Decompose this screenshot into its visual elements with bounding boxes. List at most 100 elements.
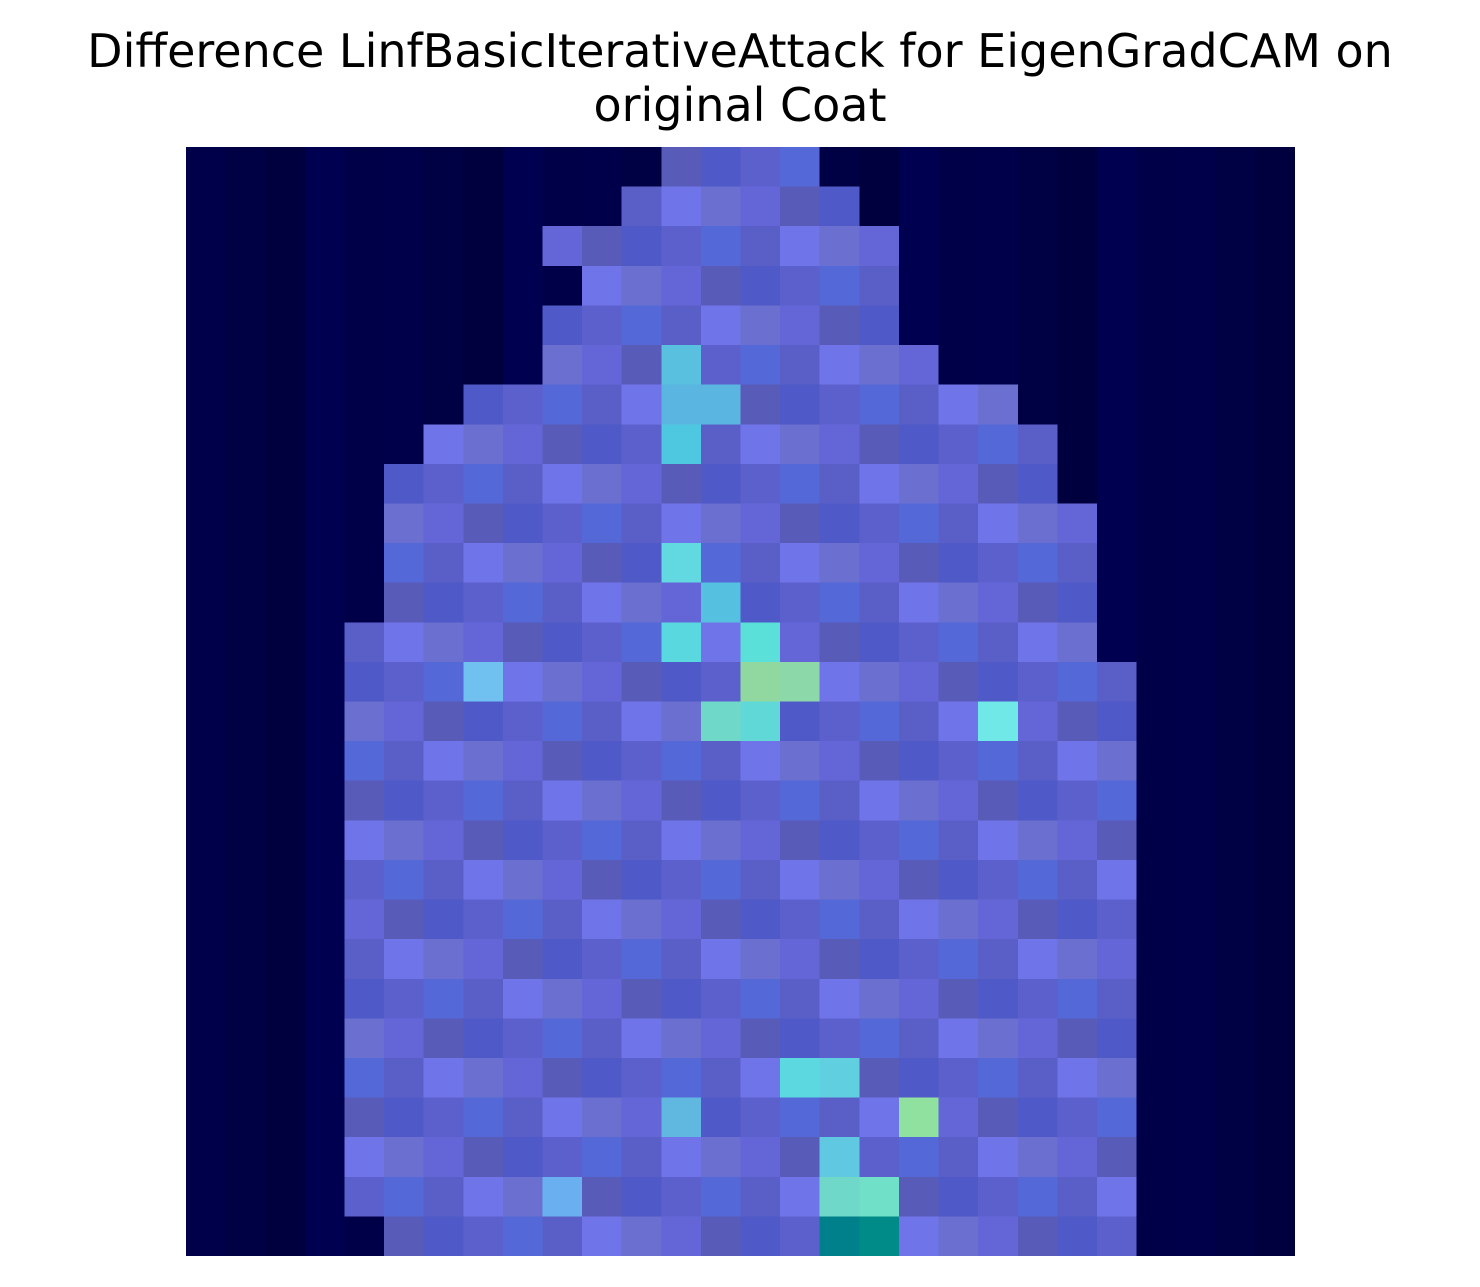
heatmap-cell: [1017, 820, 1059, 861]
heatmap-cell: [780, 1018, 821, 1059]
heatmap-cell: [621, 265, 663, 307]
heatmap-cell: [423, 424, 465, 465]
heatmap-cell: [661, 543, 702, 584]
heatmap-cell: [978, 543, 1019, 584]
heatmap-cell: [542, 1097, 583, 1138]
heatmap-cell: [621, 186, 663, 228]
heatmap-cell: [700, 899, 742, 940]
heatmap-cell: [661, 503, 702, 544]
heatmap-cell: [225, 305, 267, 346]
heatmap-cell: [423, 1176, 465, 1218]
heatmap-cell: [1017, 1216, 1059, 1256]
heatmap-cell: [740, 741, 781, 782]
heatmap-cell: [502, 661, 544, 703]
heatmap-cell: [1176, 424, 1217, 465]
heatmap-cell: [542, 186, 583, 228]
heatmap-cell: [1096, 384, 1138, 426]
heatmap-cell: [1176, 701, 1217, 742]
heatmap-cell: [1096, 582, 1138, 624]
heatmap-cell: [265, 226, 306, 267]
heatmap-cell: [384, 661, 425, 703]
heatmap-cell: [423, 978, 465, 1020]
heatmap-cell: [582, 226, 623, 267]
heatmap-cell: [265, 424, 306, 465]
heatmap-cell: [384, 899, 425, 940]
heatmap-cell: [938, 1057, 979, 1099]
heatmap-cell: [265, 622, 306, 663]
heatmap-cell: [542, 543, 583, 584]
heatmap-cell: [859, 780, 900, 822]
heatmap-cell: [740, 582, 781, 624]
heatmap-cell: [423, 305, 465, 346]
heatmap-cell: [740, 305, 781, 346]
heatmap-cell: [502, 147, 544, 188]
heatmap-cell: [661, 226, 702, 267]
heatmap-cell: [1096, 543, 1138, 584]
heatmap-cell: [463, 859, 504, 901]
heatmap-cell: [1057, 1097, 1098, 1138]
heatmap-cell: [186, 899, 227, 940]
heatmap-cell: [740, 265, 781, 307]
heatmap-cell: [898, 582, 940, 624]
heatmap-cell: [1215, 463, 1257, 505]
heatmap-cell: [344, 741, 385, 782]
heatmap-cell: [819, 543, 861, 584]
heatmap-cell: [304, 820, 346, 861]
heatmap-cell: [1176, 384, 1217, 426]
heatmap-cell: [978, 226, 1019, 267]
heatmap-cell: [344, 978, 385, 1020]
heatmap-cell: [542, 661, 583, 703]
heatmap-cell: [859, 820, 900, 861]
heatmap-cell: [740, 701, 781, 742]
heatmap-cell: [1057, 582, 1098, 624]
heatmap-cell: [700, 741, 742, 782]
heatmap-cell: [225, 503, 267, 544]
heatmap-cell: [502, 384, 544, 426]
heatmap-cell: [740, 226, 781, 267]
heatmap-cell: [819, 424, 861, 465]
heatmap-cell: [859, 265, 900, 307]
heatmap-cell: [1255, 147, 1295, 188]
heatmap-cell: [344, 1057, 385, 1099]
heatmap-cell: [978, 1057, 1019, 1099]
heatmap-cell: [859, 503, 900, 544]
heatmap-cell: [1215, 1018, 1257, 1059]
heatmap-cell: [859, 226, 900, 267]
heatmap-cell: [463, 1018, 504, 1059]
heatmap-cell: [1215, 622, 1257, 663]
heatmap-cell: [384, 424, 425, 465]
heatmap-cell: [819, 1176, 861, 1218]
heatmap-cell: [740, 1176, 781, 1218]
heatmap-cell: [1215, 859, 1257, 901]
heatmap-cell: [384, 701, 425, 742]
heatmap-cell: [1215, 1057, 1257, 1099]
heatmap-cell: [621, 384, 663, 426]
heatmap-cell: [1057, 1137, 1098, 1178]
heatmap-cell: [423, 780, 465, 822]
heatmap-cell: [700, 147, 742, 188]
heatmap-cell: [819, 345, 861, 386]
heatmap-cell: [502, 543, 544, 584]
heatmap-cell: [938, 463, 979, 505]
heatmap-cell: [1057, 780, 1098, 822]
heatmap-cell: [978, 463, 1019, 505]
heatmap-cell: [463, 978, 504, 1020]
heatmap-cell: [1255, 1018, 1295, 1059]
heatmap-cell: [502, 186, 544, 228]
heatmap-cell: [225, 1137, 267, 1178]
heatmap-cell: [898, 384, 940, 426]
heatmap-cell: [1176, 820, 1217, 861]
heatmap-cell: [542, 622, 583, 663]
heatmap-cell: [304, 1018, 346, 1059]
heatmap-cell: [384, 1137, 425, 1178]
heatmap-cell: [1255, 582, 1295, 624]
heatmap-cell: [621, 543, 663, 584]
heatmap-cell: [1017, 859, 1059, 901]
heatmap-cell: [463, 661, 504, 703]
heatmap-canvas: [186, 147, 1295, 1256]
heatmap-cell: [661, 1057, 702, 1099]
heatmap-cell: [186, 1216, 227, 1256]
heatmap-cell: [898, 305, 940, 346]
heatmap-cell: [423, 265, 465, 307]
heatmap-cell: [304, 1216, 346, 1256]
